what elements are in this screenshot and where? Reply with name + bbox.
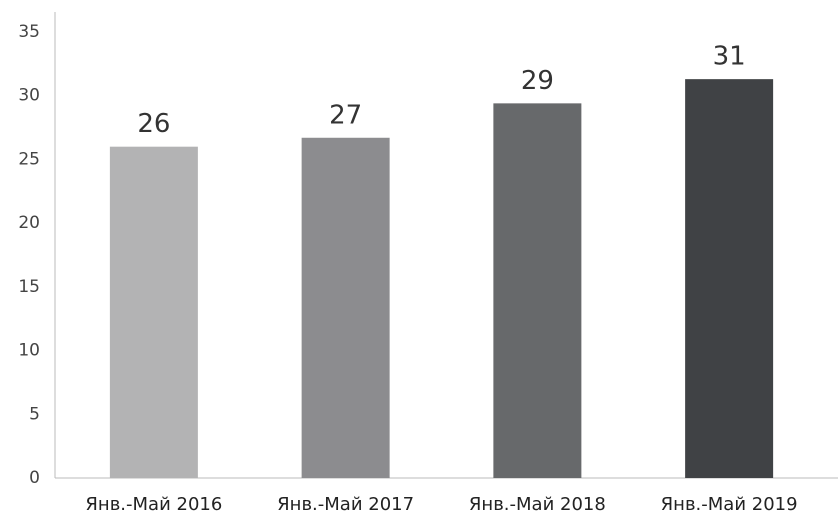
- bar: [685, 79, 774, 479]
- bar: [109, 146, 198, 478]
- y-tick-label: 0: [29, 468, 40, 488]
- y-tick-label: 15: [18, 277, 40, 297]
- y-tick-label: 20: [18, 213, 40, 233]
- x-tick-label: Янв.-Май 2019: [661, 494, 798, 515]
- y-tick-label: 5: [29, 404, 40, 424]
- value-label: 26: [137, 109, 170, 139]
- y-tick-label: 35: [18, 22, 40, 42]
- y-tick-label: 30: [18, 86, 40, 106]
- bar: [301, 137, 390, 478]
- value-label: 29: [521, 66, 554, 96]
- bar: [493, 103, 582, 479]
- value-label: 31: [713, 42, 746, 72]
- x-tick-label: Янв.-Май 2017: [277, 494, 414, 515]
- x-tick-label: Янв.-Май 2016: [85, 494, 222, 515]
- y-tick-label: 25: [18, 149, 40, 169]
- y-tick-label: 10: [18, 341, 40, 361]
- value-label: 27: [329, 100, 362, 130]
- x-tick-label: Янв.-Май 2018: [469, 494, 606, 515]
